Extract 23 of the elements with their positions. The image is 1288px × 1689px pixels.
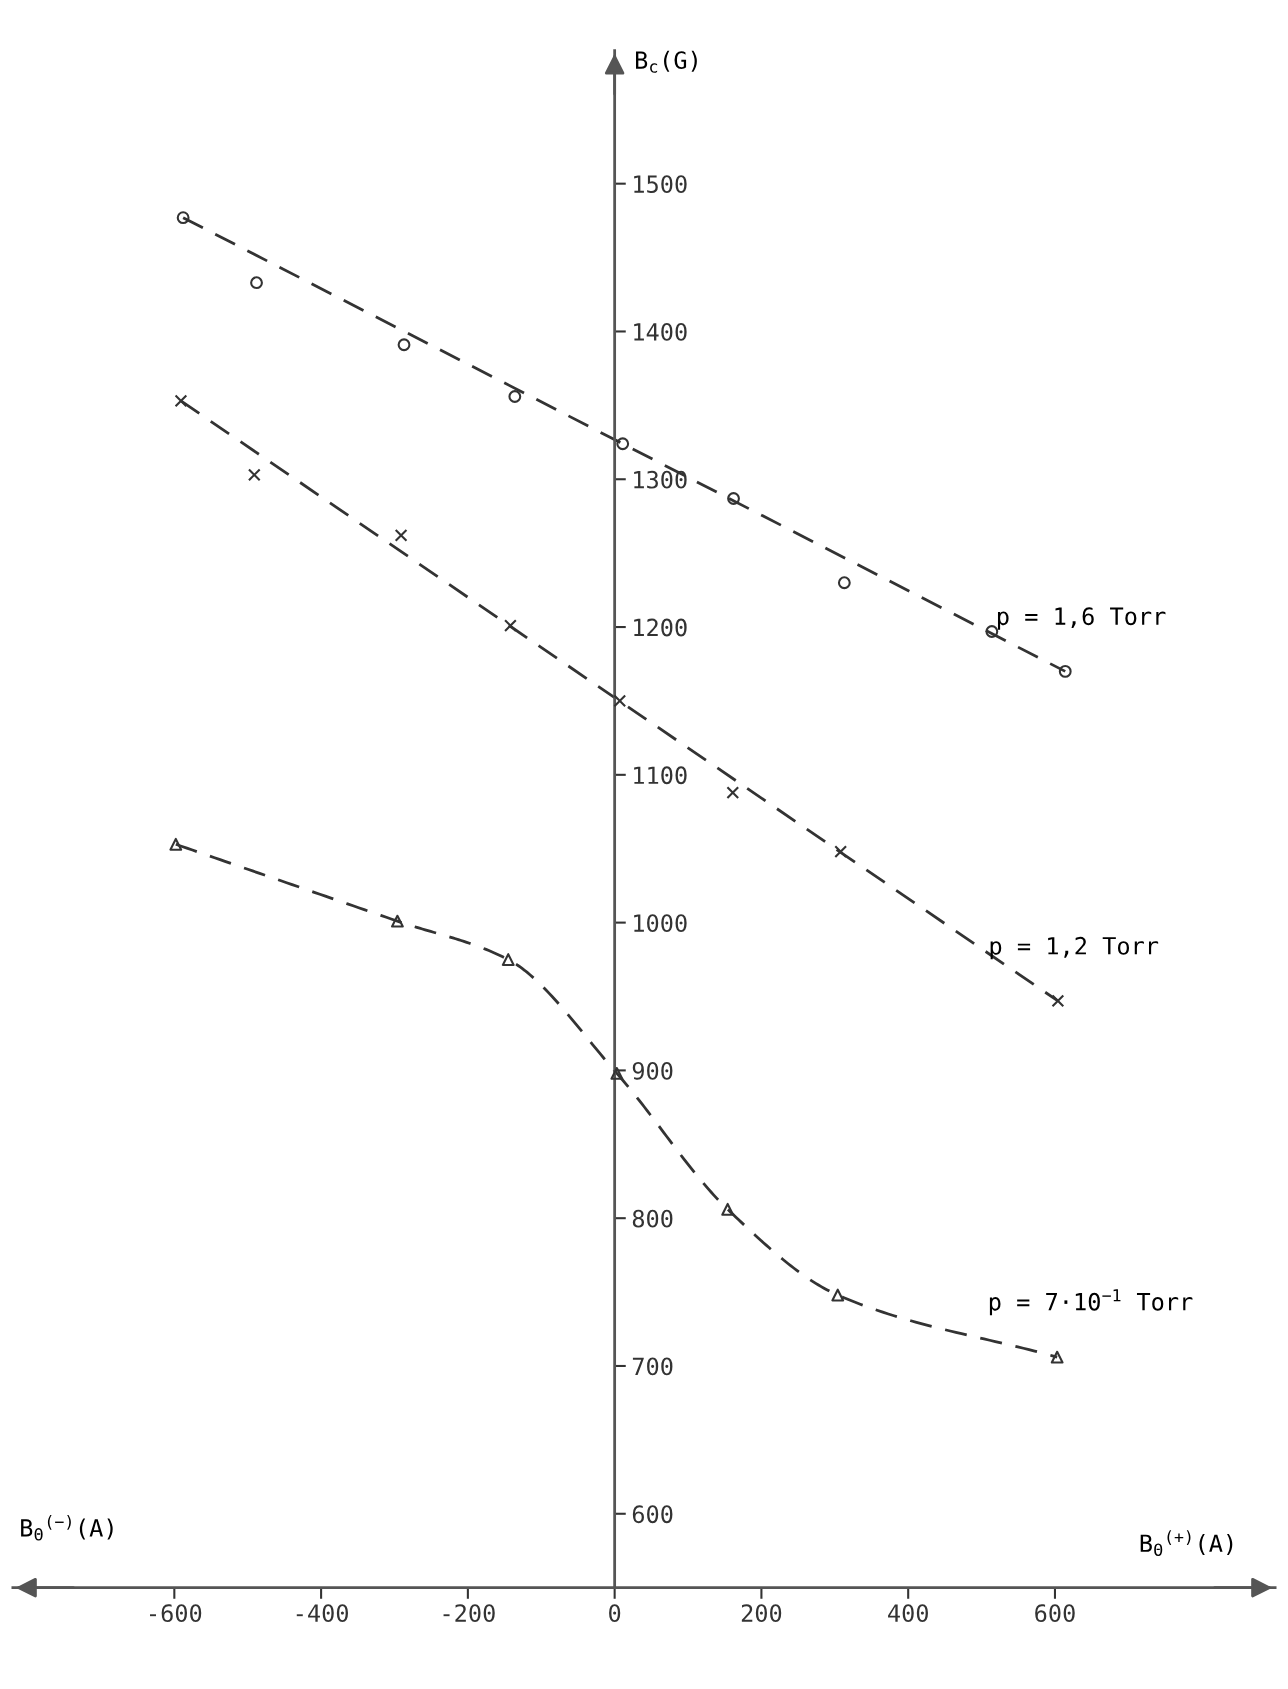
x-tick-label: -600 xyxy=(150,1604,202,1623)
y-tick-label: 900 xyxy=(632,1061,673,1080)
series-label: p = 1,6 Torr xyxy=(997,607,1166,630)
y-tick-label: 1100 xyxy=(634,766,687,785)
y-tick-label: 700 xyxy=(632,1357,673,1376)
x-tick-label: 200 xyxy=(741,1604,782,1623)
y-tick-label: 600 xyxy=(632,1505,673,1524)
x-axis-title: B$_{Θ}$$^{(+)}$(A) xyxy=(1140,1530,1233,1556)
y-tick-label: 1000 xyxy=(634,914,687,932)
y-tick-label: 1400 xyxy=(634,322,687,341)
y-tick-label: 1300 xyxy=(634,470,687,489)
x-tick-label: -400 xyxy=(296,1604,348,1623)
series-label: p = 7·10$^{−1}$ Torr xyxy=(989,1289,1193,1316)
x-tick-label: -200 xyxy=(443,1604,495,1623)
x-tick-label: 400 xyxy=(888,1604,928,1623)
x-tick-label: 600 xyxy=(1035,1604,1075,1623)
text: p = 1,2 Torr xyxy=(990,936,1159,960)
x-tick-label: 0 xyxy=(609,1604,621,1623)
y-tick-label: 1200 xyxy=(634,618,687,637)
y-tick-label: 1500 xyxy=(634,175,687,194)
annotation: B$_{Θ}$$^{(−)}$(A) xyxy=(21,1514,113,1541)
y-tick-label: 800 xyxy=(632,1209,673,1228)
y-axis-title: B$_{c}$(G) xyxy=(636,50,697,73)
